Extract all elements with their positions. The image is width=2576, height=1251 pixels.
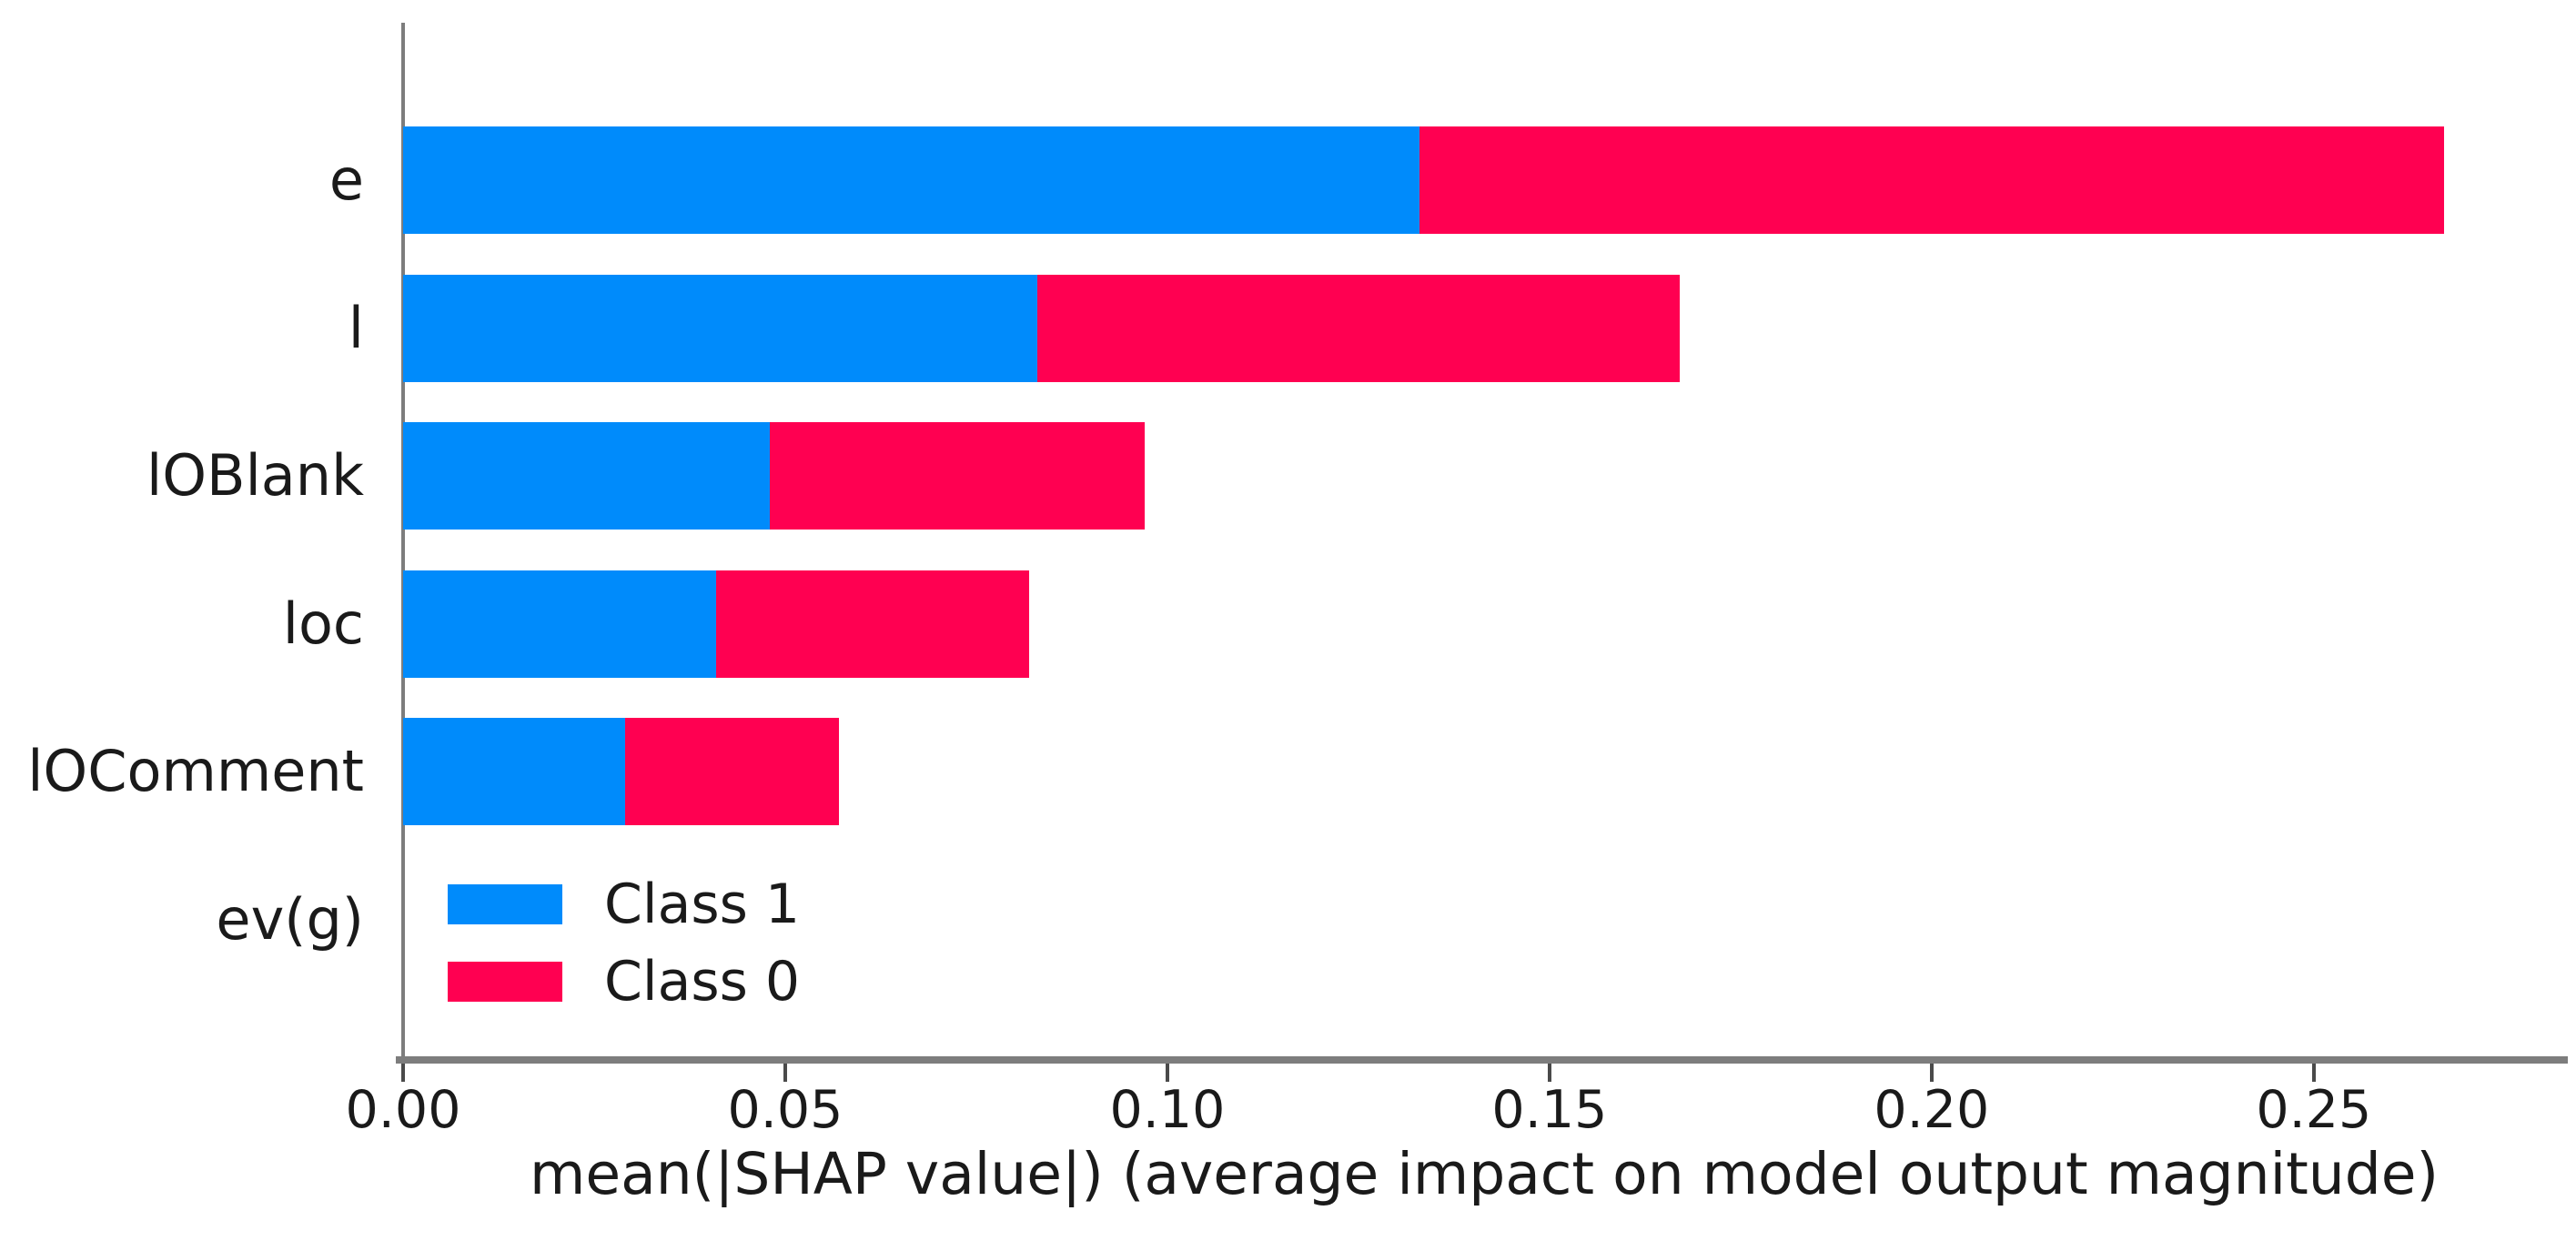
legend-label-class1: Class 1 bbox=[604, 873, 801, 936]
x-tick-label: 0.15 bbox=[1491, 1080, 1608, 1140]
bar-row-loc bbox=[403, 570, 1029, 678]
y-tick-label: e bbox=[328, 146, 364, 213]
bar-segment-class-1 bbox=[403, 718, 625, 826]
x-axis-spine bbox=[396, 1056, 2568, 1064]
x-axis-label: mean(|SHAP value|) (average impact on mo… bbox=[529, 1141, 2440, 1207]
x-tick-mark bbox=[1929, 1064, 1934, 1082]
bar-segment-class-0 bbox=[625, 718, 839, 826]
x-tick-label: 0.20 bbox=[1874, 1080, 1990, 1140]
legend-swatch-class0 bbox=[448, 962, 562, 1002]
y-tick-label: ev(g) bbox=[216, 886, 364, 953]
y-tick-label: lOBlank bbox=[146, 442, 364, 509]
y-axis-spine bbox=[401, 23, 405, 1060]
x-tick-mark bbox=[783, 1064, 787, 1082]
x-tick-mark bbox=[401, 1064, 405, 1082]
x-tick-label: 0.25 bbox=[2256, 1080, 2372, 1140]
bar-segment-class-1 bbox=[403, 274, 1037, 382]
x-tick-label: 0.00 bbox=[345, 1080, 461, 1140]
bar-segment-class-1 bbox=[403, 570, 716, 678]
legend-label-class0: Class 0 bbox=[604, 950, 801, 1014]
legend-item-class1: Class 1 bbox=[448, 877, 800, 932]
bar-segment-class-0 bbox=[770, 422, 1145, 530]
x-tick-mark bbox=[2311, 1064, 2316, 1082]
x-tick-label: 0.10 bbox=[1109, 1080, 1226, 1140]
y-tick-label: loc bbox=[282, 590, 364, 657]
x-tick-label: 0.05 bbox=[727, 1080, 844, 1140]
bar-segment-class-0 bbox=[1419, 126, 2444, 234]
x-tick-mark bbox=[1547, 1064, 1551, 1082]
bar-segment-class-0 bbox=[1037, 274, 1680, 382]
legend: Class 1 Class 0 bbox=[448, 877, 800, 1009]
y-tick-label: lOComment bbox=[27, 738, 364, 805]
x-tick-mark bbox=[1165, 1064, 1169, 1082]
y-tick-label: l bbox=[348, 294, 364, 361]
bar-row-loblank bbox=[403, 422, 1145, 530]
bar-row-locomment bbox=[403, 718, 839, 826]
bar-row-e bbox=[403, 126, 2444, 234]
bar-segment-class-1 bbox=[403, 422, 770, 530]
bar-segment-class-0 bbox=[716, 570, 1029, 678]
legend-item-class0: Class 0 bbox=[448, 954, 800, 1009]
legend-swatch-class1 bbox=[448, 884, 562, 924]
bar-segment-class-1 bbox=[403, 126, 1419, 234]
bar-row-l bbox=[403, 274, 1680, 382]
